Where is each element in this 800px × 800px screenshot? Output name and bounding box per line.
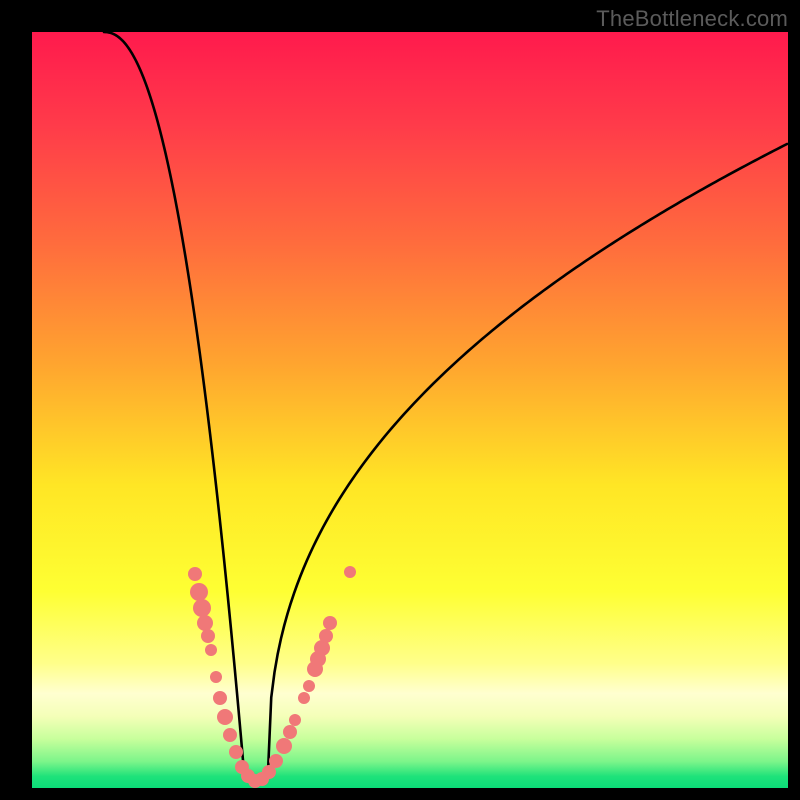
data-marker — [197, 615, 213, 631]
data-marker — [323, 616, 337, 630]
data-marker — [223, 728, 237, 742]
watermark: TheBottleneck.com — [596, 6, 788, 32]
bottleneck-chart — [32, 32, 788, 788]
data-marker — [298, 692, 310, 704]
data-marker — [319, 629, 333, 643]
data-marker — [269, 754, 283, 768]
data-marker — [217, 709, 233, 725]
data-marker — [193, 599, 211, 617]
chart-svg — [32, 32, 788, 788]
data-marker — [201, 629, 215, 643]
data-marker — [344, 566, 356, 578]
data-marker — [190, 583, 208, 601]
data-marker — [303, 680, 315, 692]
data-marker — [205, 644, 217, 656]
data-marker — [229, 745, 243, 759]
data-marker — [213, 691, 227, 705]
data-marker — [188, 567, 202, 581]
data-marker — [210, 671, 222, 683]
data-marker — [289, 714, 301, 726]
data-marker — [276, 738, 292, 754]
gradient-background — [32, 32, 788, 788]
data-marker — [283, 725, 297, 739]
